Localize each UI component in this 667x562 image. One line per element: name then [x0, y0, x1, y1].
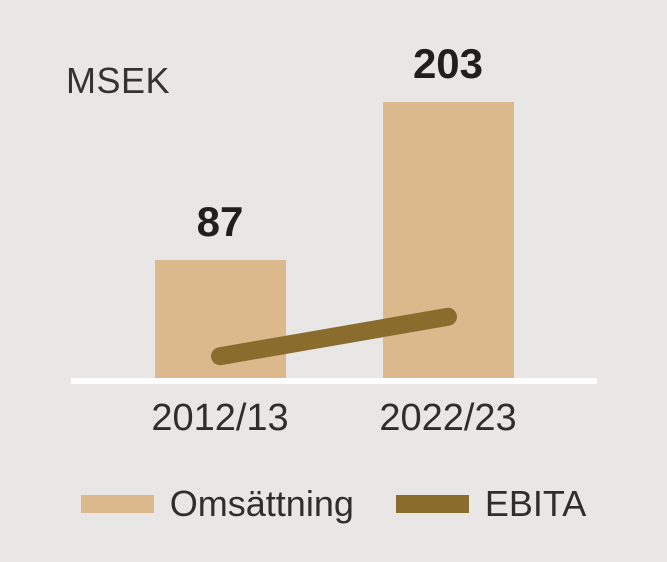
legend-label-oms-ttning: Omsättning: [169, 483, 354, 524]
legend-swatch-ebita: [395, 495, 469, 513]
x-axis-label-2022-23: 2022/23: [379, 397, 517, 439]
legend-item-oms-ttning: Omsättning: [80, 483, 354, 525]
bar-value-label-2012-13: 87: [196, 198, 244, 245]
x-axis-baseline: [71, 378, 597, 384]
legend-label-ebita: EBITA: [484, 483, 587, 524]
unit-label: MSEK: [66, 60, 171, 101]
legend: Omsättning EBITA: [0, 482, 667, 526]
bar-omsattning-2022-23: [382, 102, 514, 378]
legend-swatch-oms-ttning: [80, 495, 154, 513]
x-axis-label-2012-13: 2012/13: [151, 397, 289, 439]
legend-item-ebita: EBITA: [395, 483, 587, 525]
bar-omsattning-2012-13: [154, 260, 286, 378]
bar-value-label-2022-23: 203: [412, 40, 484, 87]
